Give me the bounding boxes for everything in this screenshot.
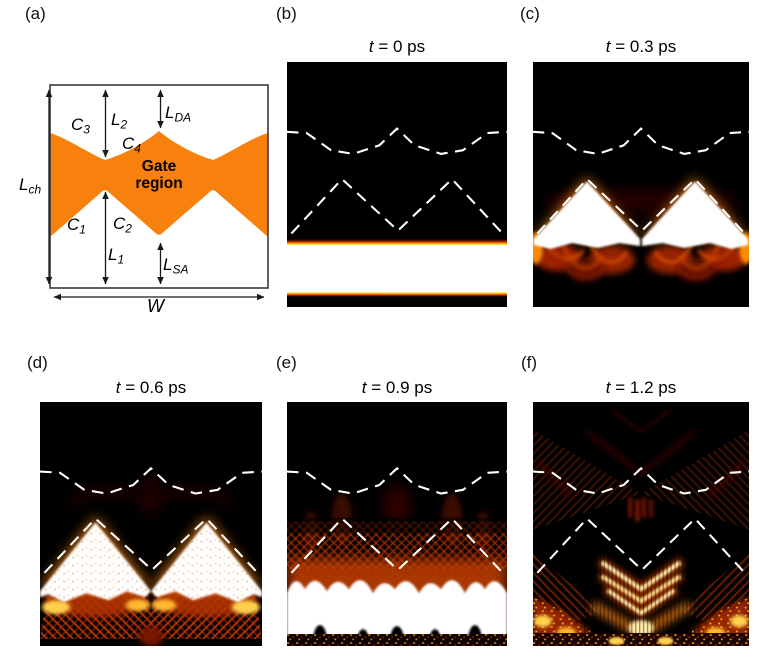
panel-title-c: t = 0.3 ps	[605, 37, 677, 56]
label-LDA: LDA	[165, 103, 191, 125]
gate-region-text-line1: Gate	[142, 158, 177, 175]
chevron-stack	[582, 551, 700, 642]
flame-front	[287, 559, 507, 646]
simulation-image-t09	[287, 402, 507, 646]
channel-dark-region	[287, 62, 507, 240]
initial-pulse	[287, 239, 507, 307]
panel-label-e: (e)	[276, 353, 297, 372]
center-ripples	[628, 497, 653, 522]
simulation-image-t03	[533, 62, 749, 307]
wave-packet-left	[533, 178, 641, 280]
label-C2: C2	[113, 214, 132, 236]
label-L2: L2	[111, 110, 127, 132]
upper-texture	[533, 409, 749, 530]
panel-label-b: (b)	[276, 4, 297, 23]
dimension-arrows	[45, 89, 265, 301]
panel-title-d: t = 0.6 ps	[115, 378, 187, 397]
label-LSA: LSA	[163, 255, 188, 277]
simulation-image-t06	[40, 402, 262, 646]
label-C4: C4	[122, 134, 141, 156]
gate-region-shape	[50, 131, 268, 237]
panel-label-d: (d)	[27, 353, 48, 372]
label-C1: C1	[67, 215, 86, 237]
panel-label-a: (a)	[25, 4, 46, 23]
gate-region-text-line2: region	[135, 175, 182, 192]
simulation-image-t0	[287, 62, 507, 307]
simulation-image-t12	[533, 402, 749, 646]
label-Lch: Lch	[19, 175, 41, 197]
panel-label-c: (c)	[520, 4, 540, 23]
label-L1: L1	[108, 245, 124, 267]
device-schematic: Lch L2 LDA L1 LSA W C3 C4 C1 C2 Gate reg…	[19, 84, 269, 316]
panel-title-e: t = 0.9 ps	[361, 378, 433, 397]
panel-label-f: (f)	[521, 353, 538, 372]
wave-mountain-left	[40, 516, 156, 640]
panel-title-f: t = 1.2 ps	[605, 378, 677, 397]
label-W: W	[147, 296, 166, 316]
panel-title-b: t = 0 ps	[368, 37, 426, 56]
label-C3: C3	[71, 115, 90, 137]
